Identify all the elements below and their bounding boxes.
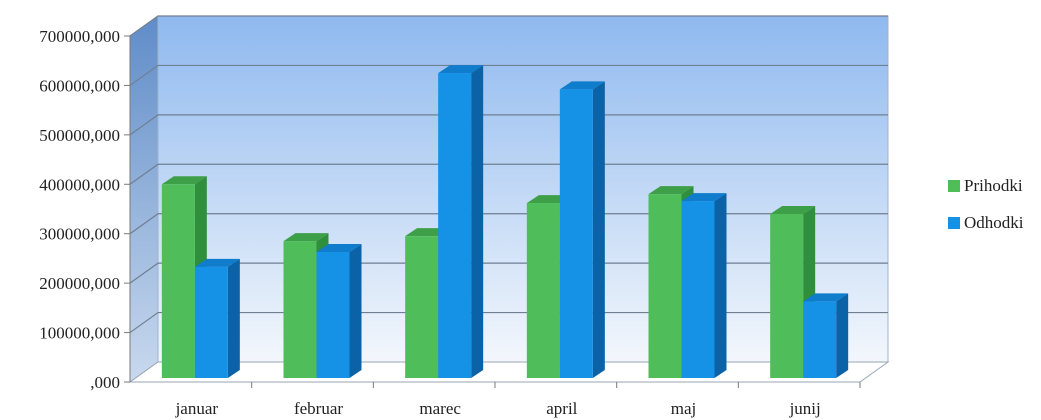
bar-front	[803, 301, 837, 378]
legend: Prihodki Odhodki	[948, 176, 1024, 232]
y-tick-label: 300000,000	[39, 225, 120, 244]
bar-odhodki-februar	[316, 244, 362, 378]
legend-swatch	[948, 217, 960, 229]
gridline	[129, 64, 888, 86]
bar-top	[559, 81, 605, 90]
bar-front	[681, 201, 715, 378]
bar-front	[161, 184, 195, 378]
y-tick-label: 200000,000	[39, 274, 120, 293]
bar-odhodki-marec	[438, 65, 484, 379]
x-category-label: april	[546, 399, 577, 418]
gridline	[129, 213, 888, 235]
bar-side	[349, 244, 362, 378]
gridline	[129, 163, 888, 185]
bars	[161, 65, 849, 379]
bar-front	[438, 73, 472, 379]
bar-front	[194, 266, 228, 378]
bar-side	[714, 193, 727, 378]
bar-top	[316, 244, 362, 253]
y-tick-label: 400000,000	[39, 175, 120, 194]
bar-top	[648, 186, 694, 195]
legend-label: Prihodki	[964, 176, 1023, 195]
legend-swatch	[948, 180, 960, 192]
bar-front	[405, 236, 439, 378]
x-category-label: januar	[175, 399, 219, 418]
bar-odhodki-junij	[803, 293, 849, 378]
bar-top	[438, 65, 484, 74]
gridline	[129, 15, 888, 37]
bar-odhodki-maj	[681, 193, 727, 378]
legend-item-prihodki: Prihodki	[948, 176, 1023, 195]
legend-label: Odhodki	[964, 213, 1024, 232]
bar-front	[770, 213, 804, 378]
y-tick-label: ,000	[90, 373, 120, 392]
gridline	[129, 262, 888, 284]
bar-side	[836, 293, 849, 378]
x-axis-categories: januar februar marec april maj junij	[175, 382, 861, 418]
bar-odhodki-januar	[194, 258, 240, 378]
bar-side	[592, 81, 605, 378]
bar-front	[526, 203, 560, 378]
bar-top	[803, 293, 849, 302]
x-category-label: maj	[671, 399, 697, 418]
x-category-label: marec	[419, 399, 461, 418]
gridline	[129, 311, 888, 334]
gridlines	[129, 15, 888, 334]
bar-top	[681, 193, 727, 202]
y-tick-label: 600000,000	[39, 76, 120, 95]
bar-front	[283, 241, 317, 378]
bar-front	[316, 252, 350, 378]
bar-top	[283, 233, 329, 242]
x-category-label: februar	[294, 399, 343, 418]
bar-side	[227, 258, 240, 378]
bar-prihodki-maj	[648, 186, 694, 378]
bar-front	[559, 89, 593, 378]
legend-item-odhodki: Odhodki	[948, 213, 1024, 232]
side-wall	[129, 15, 159, 383]
y-tick-label: 700000,000	[39, 27, 120, 46]
bar-odhodki-april	[559, 81, 605, 378]
bar-side	[471, 65, 484, 379]
y-tick-label: 100000,000	[39, 324, 120, 343]
bar-top	[770, 205, 816, 214]
bar-top	[161, 176, 207, 185]
y-axis-ticks: ,000 100000,000 200000,000 300000,000 400000…	[39, 27, 131, 392]
gridline	[129, 114, 888, 136]
bar-top	[194, 258, 240, 267]
y-tick-label: 500000,000	[39, 126, 120, 145]
bar-front	[648, 194, 682, 378]
x-category-label: junij	[789, 399, 821, 418]
